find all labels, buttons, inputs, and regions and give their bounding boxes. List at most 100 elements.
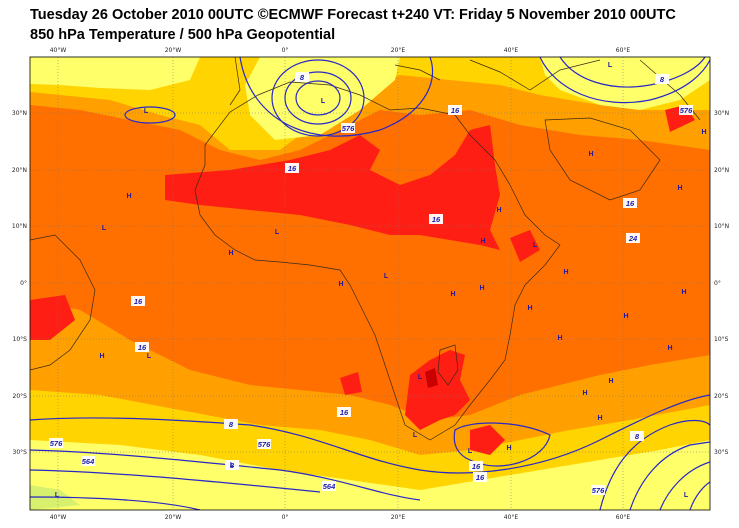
svg-text:16: 16 xyxy=(432,215,441,224)
contour-label: 24 xyxy=(626,233,640,243)
high-pressure-mark: H xyxy=(527,305,532,312)
svg-text:8: 8 xyxy=(660,75,665,84)
high-pressure-mark: H xyxy=(588,151,593,158)
low-pressure-mark: L xyxy=(384,273,389,280)
lat-label-right: 10°S xyxy=(714,336,729,343)
contour-label: 8 xyxy=(630,431,644,441)
lon-label-top: 40°W xyxy=(50,47,67,54)
high-pressure-mark: H xyxy=(681,289,686,296)
lat-label-left: 10°S xyxy=(13,336,28,343)
lat-label-right: 20°S xyxy=(714,393,729,400)
longitude-labels-top: 40°W 20°W 0° 20°E 40°E 60°E xyxy=(50,47,631,54)
temp-field-northwest-cool xyxy=(30,57,200,90)
svg-text:8: 8 xyxy=(300,73,305,82)
high-pressure-mark: H xyxy=(667,345,672,352)
lat-label-right: 10°N xyxy=(714,223,729,230)
contour-label: 576 xyxy=(679,105,693,115)
lat-label-left: 30°S xyxy=(13,449,28,456)
low-pressure-mark: L xyxy=(321,98,326,105)
temp-field-northeast-cold xyxy=(540,57,710,110)
map-frame xyxy=(29,56,711,511)
graticule xyxy=(30,57,710,510)
lon-label-bottom: 40°W xyxy=(50,514,67,521)
svg-text:16: 16 xyxy=(451,106,460,115)
lat-label-left: 10°N xyxy=(12,223,27,230)
temp-field-southafrica-hot2 xyxy=(470,425,505,455)
high-pressure-mark: H xyxy=(126,193,131,200)
high-pressure-mark: H xyxy=(338,281,343,288)
map-title: Tuesday 26 October 2010 00UTC ©ECMWF For… xyxy=(30,7,676,23)
lon-label-top: 20°E xyxy=(391,47,406,54)
contour-label: 576 xyxy=(49,438,63,448)
high-pressure-mark: H xyxy=(228,250,233,257)
low-pressure-mark: L xyxy=(418,374,423,381)
latitude-labels-right: 30°N 20°N 10°N 0° 10°S 20°S 30°S xyxy=(714,110,729,456)
contour-label: 564 xyxy=(81,456,95,466)
high-pressure-mark: H xyxy=(480,238,485,245)
map-subtitle: 850 hPa Temperature / 500 hPa Geopotenti… xyxy=(30,27,336,43)
svg-text:576: 576 xyxy=(50,439,63,448)
contour-label: 16 xyxy=(473,472,487,482)
contour-label: 8 xyxy=(295,72,309,82)
lon-label-top: 60°E xyxy=(616,47,631,54)
svg-text:576: 576 xyxy=(592,486,605,495)
lon-label-bottom: 60°E xyxy=(616,514,631,521)
temp-field-brazil-hot xyxy=(30,295,75,340)
lon-label-bottom: 40°E xyxy=(504,514,519,521)
contour-label: 576 xyxy=(341,123,355,133)
latitude-labels-left: 30°N 20°N 10°N 0° 10°S 20°S 30°S xyxy=(12,110,27,456)
svg-text:576: 576 xyxy=(680,106,693,115)
svg-text:16: 16 xyxy=(476,473,485,482)
lon-label-bottom: 0° xyxy=(282,514,289,521)
high-pressure-mark: H xyxy=(506,445,511,452)
low-pressure-mark: L xyxy=(147,353,152,360)
contour-label: 576 xyxy=(591,485,605,495)
high-pressure-mark: H xyxy=(677,185,682,192)
temp-field-north-cold xyxy=(245,57,400,140)
svg-text:16: 16 xyxy=(472,462,481,471)
lon-label-bottom: 20°E xyxy=(391,514,406,521)
lon-label-bottom: 20°W xyxy=(165,514,182,521)
svg-text:16: 16 xyxy=(340,408,349,417)
low-pressure-mark: L xyxy=(533,242,538,249)
contour-label: 8 xyxy=(225,460,239,470)
lon-label-top: 0° xyxy=(282,47,289,54)
temp-field-south-cold xyxy=(30,440,710,510)
lat-label-left: 0° xyxy=(20,280,27,287)
svg-text:16: 16 xyxy=(626,199,635,208)
low-pressure-mark: L xyxy=(684,492,689,499)
svg-text:576: 576 xyxy=(342,124,355,133)
svg-text:8: 8 xyxy=(635,432,640,441)
high-pressure-mark: H xyxy=(479,285,484,292)
high-pressure-mark: H xyxy=(597,415,602,422)
svg-text:8: 8 xyxy=(230,461,235,470)
low-pressure-mark: L xyxy=(413,432,418,439)
coastlines xyxy=(30,57,701,441)
geopotential-contours xyxy=(30,57,710,510)
svg-text:16: 16 xyxy=(134,297,143,306)
low-pressure-mark: L xyxy=(55,492,60,499)
high-pressure-mark: H xyxy=(557,335,562,342)
lat-label-right: 30°N xyxy=(714,110,729,117)
contour-label: 16 xyxy=(135,342,149,352)
contour-label: 16 xyxy=(469,461,483,471)
contour-label: 16 xyxy=(623,198,637,208)
contour-label: 8 xyxy=(655,74,669,84)
svg-text:24: 24 xyxy=(628,234,638,243)
contour-labels: 8 16 576 16 16 24 16 16 16 16 8 576 16 564 8 564 576 8 16 8… xyxy=(49,72,693,495)
lat-label-right: 0° xyxy=(714,280,721,287)
contour-label: 16 xyxy=(285,163,299,173)
temp-field-southafrica-hot xyxy=(405,350,470,430)
temp-field-angola-hot xyxy=(340,372,362,395)
contour-label: 16 xyxy=(131,296,145,306)
svg-text:8: 8 xyxy=(229,420,234,429)
contour-label: 16 xyxy=(448,105,462,115)
low-pressure-mark: L xyxy=(468,448,473,455)
low-pressure-mark: L xyxy=(275,229,280,236)
svg-text:16: 16 xyxy=(138,343,147,352)
longitude-labels-bottom: 40°W 20°W 0° 20°E 40°E 60°E xyxy=(50,514,631,521)
high-pressure-mark: H xyxy=(496,207,501,214)
temp-field-sahara-hot xyxy=(165,125,500,250)
lat-label-left: 20°S xyxy=(13,393,28,400)
